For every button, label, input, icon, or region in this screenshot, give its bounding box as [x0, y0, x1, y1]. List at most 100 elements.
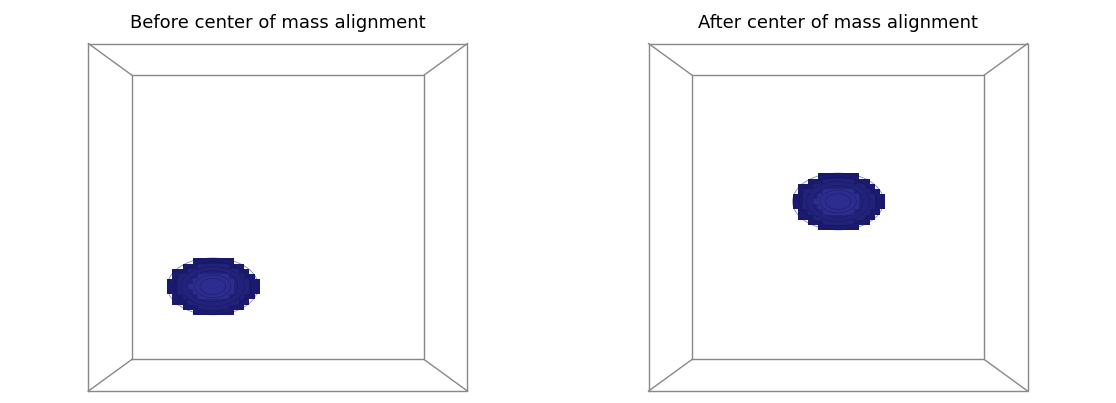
Bar	[849, 179, 854, 184]
Bar	[798, 204, 802, 210]
Bar	[254, 284, 260, 289]
Bar	[203, 274, 209, 279]
Bar	[244, 299, 250, 305]
Bar	[199, 269, 203, 274]
Bar	[802, 199, 808, 204]
Bar	[219, 269, 224, 274]
Bar	[219, 305, 224, 310]
Bar	[839, 210, 844, 214]
Bar	[199, 299, 203, 305]
Bar	[199, 294, 203, 299]
Bar	[844, 210, 849, 214]
Bar	[213, 269, 219, 274]
Bar	[828, 189, 834, 194]
Bar	[239, 264, 244, 269]
Bar	[213, 264, 219, 269]
Bar	[824, 225, 828, 230]
Bar	[798, 184, 802, 189]
Bar	[875, 204, 879, 210]
Bar	[865, 220, 869, 225]
Bar	[177, 289, 183, 294]
Bar	[173, 289, 177, 294]
Bar	[828, 194, 834, 199]
Bar	[199, 289, 203, 294]
Bar	[183, 274, 187, 279]
Bar	[828, 184, 834, 189]
Bar	[828, 220, 834, 225]
Bar	[183, 289, 187, 294]
Bar	[234, 294, 239, 299]
Bar	[865, 214, 869, 220]
Bar	[183, 264, 187, 269]
Bar	[213, 310, 219, 315]
Bar	[854, 199, 859, 204]
Bar	[183, 279, 187, 284]
Bar	[869, 210, 875, 214]
Bar	[209, 299, 213, 305]
Bar	[808, 179, 814, 184]
Bar	[187, 284, 193, 289]
Bar	[250, 279, 254, 284]
Bar	[865, 194, 869, 199]
Bar	[183, 305, 187, 310]
Bar	[865, 199, 869, 204]
Bar	[239, 305, 244, 310]
Bar	[834, 173, 839, 179]
Bar	[814, 214, 818, 220]
Bar	[173, 279, 177, 284]
Bar	[244, 294, 250, 299]
Bar	[177, 269, 183, 274]
Bar	[818, 189, 824, 194]
Bar	[818, 199, 824, 204]
Bar	[229, 289, 234, 294]
Bar	[854, 204, 859, 210]
Bar	[203, 264, 209, 269]
Bar	[209, 310, 213, 315]
Bar	[213, 274, 219, 279]
Bar	[187, 274, 193, 279]
Bar	[199, 310, 203, 315]
Bar	[213, 258, 219, 264]
Bar	[798, 214, 802, 220]
Bar	[839, 179, 844, 184]
Bar	[802, 204, 808, 210]
Bar	[244, 269, 250, 274]
Bar	[879, 204, 885, 210]
Bar	[828, 214, 834, 220]
Bar	[818, 214, 824, 220]
Bar	[219, 310, 224, 315]
Bar	[193, 289, 199, 294]
Bar	[234, 305, 239, 310]
Bar	[213, 305, 219, 310]
Bar	[187, 299, 193, 305]
Bar	[849, 220, 854, 225]
Bar	[173, 269, 177, 274]
Bar	[199, 284, 203, 289]
Bar	[183, 284, 187, 289]
Bar	[244, 279, 250, 284]
Bar	[844, 199, 849, 204]
Bar	[859, 214, 865, 220]
Bar	[834, 189, 839, 194]
Bar	[229, 305, 234, 310]
Bar	[818, 220, 824, 225]
Bar	[173, 284, 177, 289]
Bar	[199, 305, 203, 310]
Bar	[203, 284, 209, 289]
Bar	[834, 199, 839, 204]
Bar	[187, 305, 193, 310]
Bar	[199, 279, 203, 284]
Bar	[859, 179, 865, 184]
Bar	[859, 220, 865, 225]
Bar	[219, 279, 224, 284]
Bar	[177, 284, 183, 289]
Bar	[250, 294, 254, 299]
Bar	[167, 284, 173, 289]
Bar	[173, 294, 177, 299]
Bar	[839, 225, 844, 230]
Bar	[183, 294, 187, 299]
Bar	[203, 279, 209, 284]
Bar	[798, 199, 802, 204]
Bar	[792, 204, 798, 210]
Bar	[213, 289, 219, 294]
